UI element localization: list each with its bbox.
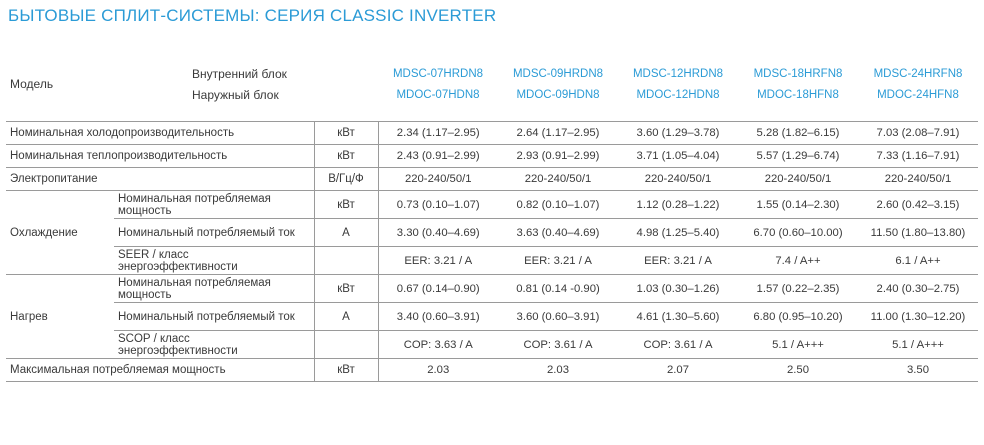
- section-cooling: Охлаждение: [6, 190, 114, 275]
- cell-value: EER: 3.21 / A: [498, 246, 618, 275]
- cell-value: 7.33 (1.16–7.91): [858, 144, 978, 168]
- specs-table: Модель Внутренний блок MDSC-07HRDN8 MDSC…: [6, 63, 978, 382]
- cell-value: COP: 3.63 / A: [378, 330, 498, 359]
- table-row: Номинальная холодопроизводительность кВт…: [6, 121, 978, 145]
- row-label: Номинальная потребляемая мощность: [114, 274, 314, 303]
- cell-value: 3.71 (1.05–4.04): [618, 144, 738, 168]
- indoor-model: MDSC-24HRFN8: [873, 67, 963, 80]
- row-unit: кВт: [313, 190, 379, 219]
- outdoor-model: MDOC-24HFN8: [877, 88, 959, 101]
- cell-value: 1.12 (0.28–1.22): [618, 190, 738, 219]
- cell-value: 2.64 (1.17–2.95): [498, 121, 618, 145]
- outdoor-label: Наружный блок: [192, 87, 279, 102]
- row-unit: кВт: [313, 274, 379, 303]
- cell-value: 5.28 (1.82–6.15): [738, 121, 858, 145]
- cell-value: 3.60 (1.29–3.78): [618, 121, 738, 145]
- cell-value: 11.50 (1.80–13.80): [858, 218, 978, 247]
- cell-value: COP: 3.61 / A: [498, 330, 618, 359]
- cell-value: 5.1 / A+++: [858, 330, 978, 359]
- cell-value: 0.82 (0.10–1.07): [498, 190, 618, 219]
- cell-value: 7.4 / A++: [738, 246, 858, 275]
- row-unit: А: [313, 218, 379, 247]
- cell-value: EER: 3.21 / A: [378, 246, 498, 275]
- cell-value: 220-240/50/1: [738, 167, 858, 191]
- cell-value: 6.70 (0.60–10.00): [738, 218, 858, 247]
- cell-value: 2.60 (0.42–3.15): [858, 190, 978, 219]
- cell-value: 220-240/50/1: [498, 167, 618, 191]
- outdoor-model: MDOC-07HDN8: [396, 88, 480, 101]
- row-label: Номинальная теплопроизводительность: [6, 144, 314, 168]
- row-label: Номинальная потребляемая мощность: [114, 190, 314, 219]
- outdoor-model: MDOC-09HDN8: [516, 88, 600, 101]
- cell-value: 1.03 (0.30–1.26): [618, 274, 738, 303]
- cell-value: 2.34 (1.17–2.95): [378, 121, 498, 145]
- section-heating: Нагрев: [6, 274, 114, 359]
- cell-value: 220-240/50/1: [858, 167, 978, 191]
- row-label: SEER / класс энергоэффективности: [114, 246, 314, 275]
- outdoor-model: MDOC-12HDN8: [636, 88, 720, 101]
- row-unit: кВт: [313, 144, 379, 168]
- header-row-outdoor: Наружный блок MDOC-07HDN8 MDOC-09HDN8 MD…: [6, 84, 978, 105]
- cell-value: 2.93 (0.91–2.99): [498, 144, 618, 168]
- cell-value: 0.73 (0.10–1.07): [378, 190, 498, 219]
- cell-value: 2.03: [378, 358, 498, 382]
- row-unit: кВт: [313, 358, 379, 382]
- model-label: Модель: [10, 77, 54, 91]
- cell-value: 3.63 (0.40–4.69): [498, 218, 618, 247]
- table-row: SEER / класс энергоэффективности EER: 3.…: [6, 246, 978, 275]
- cell-value: 2.03: [498, 358, 618, 382]
- cell-value: 1.57 (0.22–2.35): [738, 274, 858, 303]
- cell-value: 6.80 (0.95–10.20): [738, 302, 858, 331]
- cell-value: 7.03 (2.08–7.91): [858, 121, 978, 145]
- cell-value: 2.07: [618, 358, 738, 382]
- cell-value: 0.67 (0.14–0.90): [378, 274, 498, 303]
- row-unit: [313, 330, 379, 359]
- header-row-indoor: Модель Внутренний блок MDSC-07HRDN8 MDSC…: [6, 63, 978, 92]
- cell-value: EER: 3.21 / A: [618, 246, 738, 275]
- row-unit: кВт: [313, 121, 379, 145]
- indoor-model: MDSC-12HRDN8: [632, 67, 724, 80]
- row-unit: В/Гц/Ф: [313, 167, 379, 191]
- cell-value: 4.61 (1.30–5.60): [618, 302, 738, 331]
- cell-value: 2.40 (0.30–2.75): [858, 274, 978, 303]
- indoor-model: MDSC-18HRFN8: [753, 67, 843, 80]
- table-row: Номинальная теплопроизводительность кВт …: [6, 144, 978, 168]
- row-unit: А: [313, 302, 379, 331]
- row-label: Номинальный потребляемый ток: [114, 302, 314, 331]
- cell-value: 3.60 (0.60–3.91): [498, 302, 618, 331]
- cell-value: 11.00 (1.30–12.20): [858, 302, 978, 331]
- cell-value: 4.98 (1.25–5.40): [618, 218, 738, 247]
- table-row: Номинальный потребляемый ток А 3.30 (0.4…: [6, 218, 978, 247]
- cell-value: COP: 3.61 / A: [618, 330, 738, 359]
- row-label: Номинальная холодопроизводительность: [6, 121, 314, 145]
- page-title: БЫТОВЫЕ СПЛИТ-СИСТЕМЫ: СЕРИЯ CLASSIC INV…: [8, 6, 497, 25]
- cell-value: 0.81 (0.14 -0.90): [498, 274, 618, 303]
- table-row: SCOP / класс энергоэффективности COP: 3.…: [6, 330, 978, 359]
- cell-value: 3.30 (0.40–4.69): [378, 218, 498, 247]
- table-row: Электропитание В/Гц/Ф 220-240/50/1 220-2…: [6, 167, 978, 191]
- cell-value: 3.50: [858, 358, 978, 382]
- indoor-model: MDSC-07HRDN8: [392, 67, 484, 80]
- table-row: Охлаждение Номинальная потребляемая мощн…: [6, 190, 978, 275]
- outdoor-model: MDOC-18HFN8: [757, 88, 839, 101]
- indoor-label: Внутренний блок: [192, 66, 287, 81]
- table-row: Максимальная потребляемая мощность кВт 2…: [6, 358, 978, 382]
- cell-value: 1.55 (0.14–2.30): [738, 190, 858, 219]
- row-label: Номинальный потребляемый ток: [114, 218, 314, 247]
- row-unit: [313, 246, 379, 275]
- row-label: Максимальная потребляемая мощность: [6, 358, 314, 382]
- cell-value: 2.43 (0.91–2.99): [378, 144, 498, 168]
- cell-value: 2.50: [738, 358, 858, 382]
- row-label: Электропитание: [6, 167, 314, 191]
- cell-value: 6.1 / A++: [858, 246, 978, 275]
- table-row: Нагрев Номинальная потребляемая мощность…: [6, 274, 978, 359]
- table-row: Номинальный потребляемый ток А 3.40 (0.6…: [6, 302, 978, 331]
- cell-value: 220-240/50/1: [378, 167, 498, 191]
- cell-value: 5.1 / A+++: [738, 330, 858, 359]
- indoor-model: MDSC-09HRDN8: [512, 67, 604, 80]
- cell-value: 3.40 (0.60–3.91): [378, 302, 498, 331]
- cell-value: 220-240/50/1: [618, 167, 738, 191]
- row-label: SCOP / класс энергоэффективности: [114, 330, 314, 359]
- cell-value: 5.57 (1.29–6.74): [738, 144, 858, 168]
